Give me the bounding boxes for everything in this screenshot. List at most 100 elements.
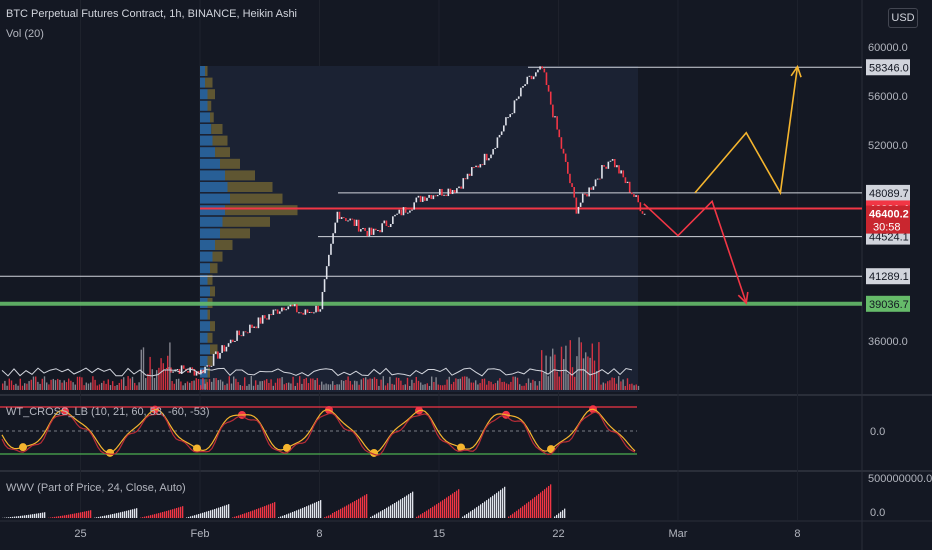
wwv-bar [306,506,308,518]
wwv-bar [80,512,82,518]
volume-bar [230,383,233,390]
volume-bar [131,376,134,390]
volume-bar [285,383,288,390]
volume-bar [120,379,123,390]
wwv-bar [446,497,448,518]
volume-bar [360,379,362,390]
wwv-bar [350,503,352,518]
wwv-bar [38,513,40,518]
wt-cross-legend: WT_CROSS_LB (10, 21, 60, 53, -60, -53) [6,406,210,418]
wt1-line [1,408,636,454]
volume-bar [101,382,103,390]
candle [488,158,490,161]
candle [436,194,439,197]
volume-bar [492,384,494,390]
candle [421,196,424,202]
level-price-tag [866,184,910,201]
wwv-bar [158,513,160,518]
candle [364,227,366,231]
volume-ma-line [1,367,633,377]
volume-bar [74,384,76,390]
volume-bar [620,381,622,390]
volume-bar [175,379,178,390]
volume-bar [72,382,74,390]
wwv-bar [114,513,116,518]
volume-bar [307,383,310,390]
wwv-bar [556,514,558,518]
chart-title: BTC Perpetual Futures Contract, 1h, BINA… [6,8,297,20]
volume-bar [233,376,235,390]
wwv-bar [344,506,346,518]
candle [490,154,492,159]
candle [293,304,296,307]
volume-bar [622,379,624,390]
candle [289,304,292,307]
wwv-bar [502,488,504,518]
vp-bar-up [200,147,215,158]
price-tick-label: 52000.0 [868,140,908,152]
volume-bar [35,376,37,390]
volume-bar [527,378,530,390]
volume-bar [32,376,35,390]
candle [513,100,516,114]
volume-bar [288,382,290,390]
volume-bar [162,363,164,390]
volume-bar [127,376,129,390]
candle [460,186,462,189]
wwv-bar [462,516,464,518]
wwv-bar [476,507,478,518]
wwv-bar [250,511,252,518]
currency-button[interactable]: USD [888,8,918,28]
wwv-bar [532,498,534,518]
volume-bar [347,376,349,390]
wwv-bar [118,512,120,518]
vp-bar-up [200,367,208,378]
wwv-bar [304,507,306,518]
wwv-bar [6,517,8,518]
volume-bar [578,337,580,390]
volume-bar [318,384,321,390]
wwv-bar [380,511,382,518]
last-price-label: 46400.2 [869,209,909,221]
candle [483,153,486,165]
wwv-bar [26,515,28,518]
vp-bar-down [210,286,215,297]
volume-bar [224,385,226,390]
candle [176,369,179,371]
volume-bar [296,382,299,390]
vp-bar-up [200,216,223,227]
volume-bar [521,385,523,390]
volume-bar [543,372,545,390]
volume-bar [323,384,325,390]
volume-bar [85,382,87,390]
vp-bar-up [200,158,220,169]
volume-bar [571,367,574,390]
volume-bar [501,381,503,390]
candle [432,195,435,200]
candle [251,324,253,328]
symbol-title: BTC Perpetual Futures Contract, 1h, BINA… [6,8,298,20]
volume-bar [43,376,46,390]
wwv-bar [18,516,20,518]
candle [212,353,215,366]
wwv-bar [260,507,262,518]
candle [238,330,241,336]
wwv-bar [52,517,54,518]
volume-bar [164,370,167,390]
volume-bar [134,382,136,390]
wwv-bar [214,508,216,518]
volume-bar [631,383,633,390]
volume-bar [402,385,404,390]
volume-profile-area [200,66,638,392]
volume-bar [472,382,475,390]
candle [616,165,618,168]
candle [626,181,629,184]
wwv-bar [60,515,62,518]
wwv-bar [300,508,302,518]
volume-bar [184,383,186,390]
volume-bar [167,355,169,390]
candle [517,96,520,99]
candle [298,312,300,314]
wwv-bar [236,516,238,518]
